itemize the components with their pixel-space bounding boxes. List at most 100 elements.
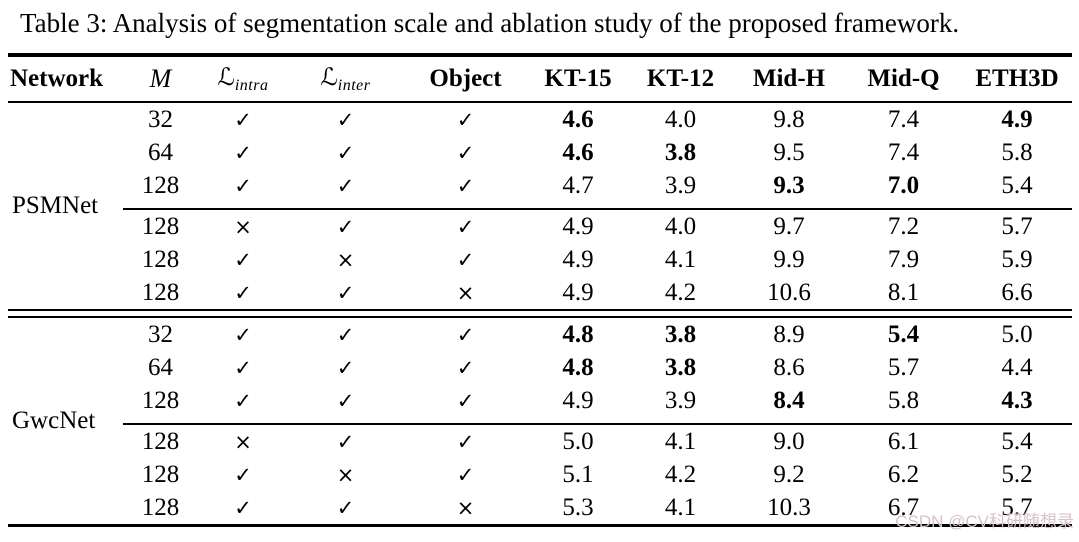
network-cell-gwcnet: GwcNet [12,407,96,435]
table-row: 128 ✓ ✓ ✓ 4.7 3.9 9.3 7.0 5.4 [8,169,1072,211]
cell-m: 32 [148,320,173,348]
cell-m: 64 [148,353,173,381]
col-header-l-intra: ℒintra [198,55,288,104]
cell-eth3d: 5.4 [1001,427,1033,455]
cell-m: 32 [148,105,173,133]
cell-eth3d: 5.0 [1001,320,1033,348]
cell-kt-12: 4.2 [664,278,697,306]
cell-eth3d: 4.4 [1001,353,1033,381]
cell-mid-h: 9.0 [773,427,805,455]
math-symbol: M [149,64,172,94]
cell-mid-h: 9.9 [773,245,805,273]
cell-eth3d: 5.7 [1001,212,1033,240]
check-mark-l-intra: ✓ [234,355,252,380]
cell-mid-h: 9.5 [773,138,805,166]
cell-eth3d: 4.9 [1001,105,1033,133]
cell-eth3d: 5.9 [1001,245,1033,273]
cell-kt-15: 4.6 [562,105,594,133]
cell-mid-h: 9.2 [773,460,805,488]
cross-mark-object: × [456,495,475,520]
cell-kt-12: 4.1 [664,493,697,521]
check-mark-object: ✓ [456,322,475,347]
subscript-label: inter [337,77,371,95]
check-mark-object: ✓ [456,107,475,132]
cell-mid-q: 7.4 [887,105,920,133]
cell-m: 128 [141,245,180,273]
cell-kt-15: 4.8 [562,320,594,348]
cell-mid-q: 6.7 [887,493,920,521]
cell-kt-12: 4.0 [664,105,697,133]
table-row: 128 ✓ ✓ × 5.3 4.1 10.3 6.7 5.7 [8,491,1072,526]
check-mark-l-intra: ✓ [234,247,252,272]
check-mark-object: ✓ [456,355,475,380]
check-mark-l-intra: ✓ [234,140,252,165]
cell-m: 128 [141,427,180,455]
col-header-eth3d: ETH3D [962,55,1072,104]
check-mark-l-intra: ✓ [198,169,288,211]
check-mark-l-inter: ✓ [336,355,355,380]
cell-kt-15: 4.6 [562,138,594,166]
col-header-object: Object [403,55,528,104]
table-caption: Table 3: Analysis of segmentation scale … [20,8,960,38]
cell-mid-h: 8.9 [773,320,805,348]
check-mark-object: ✓ [403,169,528,211]
cell-kt-15: 5.3 [562,493,594,521]
check-mark-l-inter: ✓ [336,107,355,132]
check-mark-l-inter: ✓ [288,169,403,211]
block-separator-row [8,309,1072,319]
table-row: PSMNet 32 ✓ ✓ ✓ 4.6 4.0 9.8 7.4 4.9 [8,102,1072,220]
cell-kt-12: 3.8 [664,138,697,166]
cell-mid-q: 6.1 [887,427,920,455]
cell-kt-15: 4.9 [562,212,594,240]
network-cell-psmnet: PSMNet [12,192,99,220]
check-mark-l-inter: ✓ [336,495,355,520]
cell-kt-15: 5.0 [562,427,594,455]
check-mark-object: ✓ [403,384,528,426]
table-row: 64 ✓ ✓ ✓ 4.8 3.8 8.6 5.7 4.4 [8,351,1072,384]
cell-mid-h: 10.3 [767,493,811,521]
cell-kt-12: 4.1 [664,245,697,273]
cell-mid-q: 5.8 [845,384,962,426]
check-mark-l-intra: ✓ [234,495,252,520]
cell-mid-q: 7.4 [887,138,920,166]
cell-kt-15: 5.1 [562,460,594,488]
cell-kt-15: 4.9 [562,245,594,273]
cell-mid-h: 9.8 [773,105,805,133]
results-table: Network M ℒintra ℒinter Object KT-15 KT-12 Mid-… [8,53,1072,528]
cell-mid-q: 7.0 [845,169,962,211]
subscript-label: intra [234,77,269,95]
col-header-l-inter: ℒinter [288,55,403,104]
check-mark-l-intra: ✓ [234,322,252,347]
cell-mid-q: 7.2 [887,212,920,240]
cell-mid-h: 9.3 [733,169,845,211]
check-mark-l-inter: ✓ [336,429,355,454]
cell-mid-h: 8.6 [773,353,805,381]
cell-eth3d: 5.8 [1001,138,1033,166]
cell-kt-12: 3.9 [628,169,733,211]
cell-eth3d: 5.7 [1001,493,1033,521]
col-header-m: M [123,55,198,104]
check-mark-l-inter: ✓ [336,280,355,305]
cell-mid-h: 8.4 [733,384,845,426]
cell-kt-12: 3.8 [664,320,697,348]
check-mark-l-intra: ✓ [234,280,252,305]
cross-mark-l-intra: × [234,429,252,454]
cross-mark-l-intra: × [234,214,252,239]
cell-m: 128 [123,384,198,426]
col-header-mid-q: Mid-Q [845,55,962,104]
cell-m: 64 [148,138,173,166]
watermark: CSDN @CV科研随想录 [895,512,1074,531]
cell-kt-15: 4.7 [528,169,628,211]
cross-mark-l-inter: × [336,247,355,272]
check-mark-object: ✓ [456,429,475,454]
table-row: 128 ✓ ✓ × 4.9 4.2 10.6 8.1 6.6 [8,276,1072,310]
check-mark-object: ✓ [456,462,475,487]
check-mark-object: ✓ [456,140,475,165]
table-body: PSMNet 32 ✓ ✓ ✓ 4.6 4.0 9.8 7.4 4.9 64 ✓ ✓ ✓ 4.6 3.8 9.5… [8,102,1072,526]
cross-mark-l-inter: × [336,462,355,487]
table-row: 128 ✓ ✓ ✓ 4.9 3.9 8.4 5.8 4.3 [8,384,1072,426]
header-row: Network M ℒintra ℒinter Object KT-15 KT-12 Mid-… [8,55,1072,104]
cell-m: 128 [141,460,180,488]
cell-mid-h: 9.7 [773,212,805,240]
